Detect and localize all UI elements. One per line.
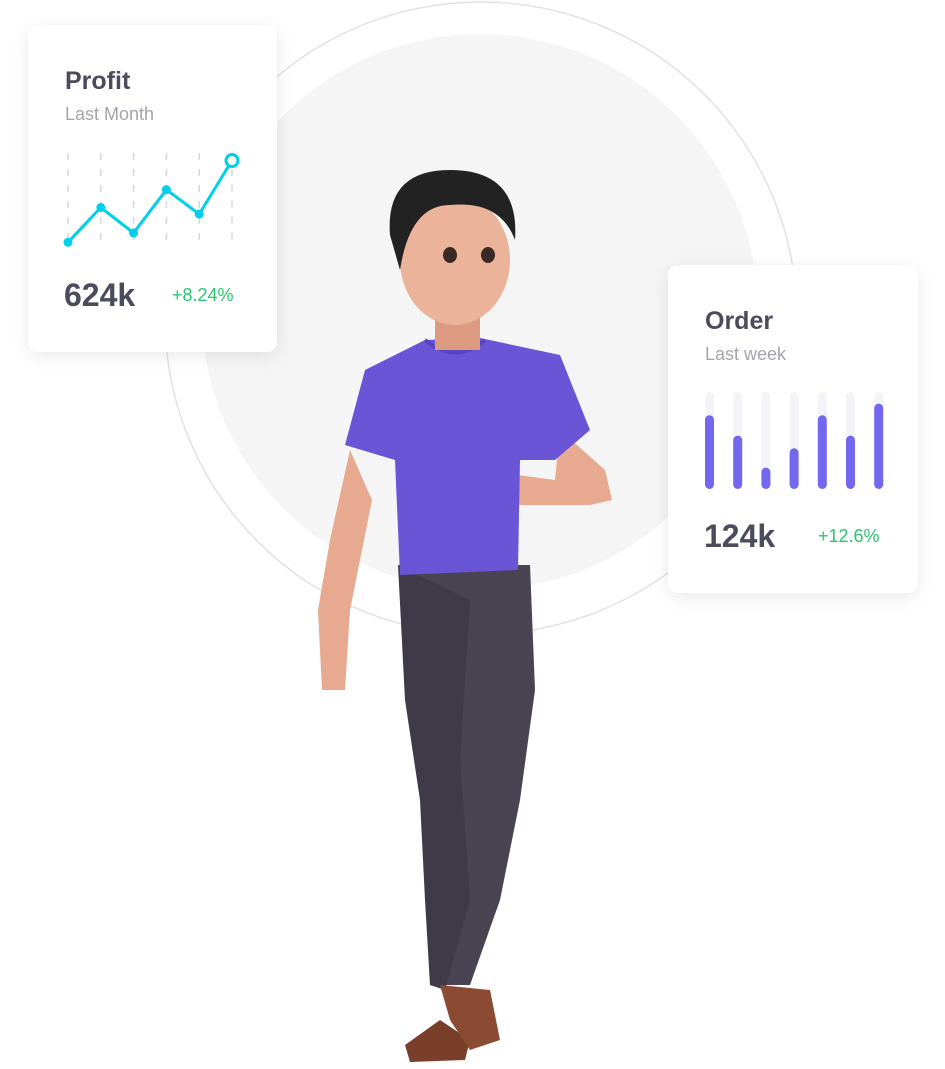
bar [761,467,771,489]
bar [817,415,827,489]
bar-track [761,392,771,489]
profit-value: 624k [64,277,136,313]
profit-line-chart [63,153,240,247]
person-character-icon [318,170,612,1062]
profit-subtitle: Last Month [65,104,155,124]
profit-change: +8.24% [172,285,234,305]
bar [874,403,884,489]
bar [846,435,855,489]
data-point [161,185,171,195]
data-point [96,203,106,213]
data-point [194,209,204,219]
profit-card: Profit Last Month 624k +8.24% [28,25,277,352]
order-value: 124k [704,518,776,554]
bar [705,415,714,489]
data-point [224,153,240,169]
order-card: Order Last week 124k +12.6% [668,265,918,593]
profit-title: Profit [65,67,131,95]
bar [733,435,743,489]
order-subtitle: Last week [705,344,787,364]
order-title: Order [705,307,774,335]
data-point [129,228,139,238]
order-bar-chart [705,392,884,489]
order-change: +12.6% [818,526,880,546]
data-point [63,237,73,247]
bar [789,448,799,489]
profit-series-line [66,159,234,244]
